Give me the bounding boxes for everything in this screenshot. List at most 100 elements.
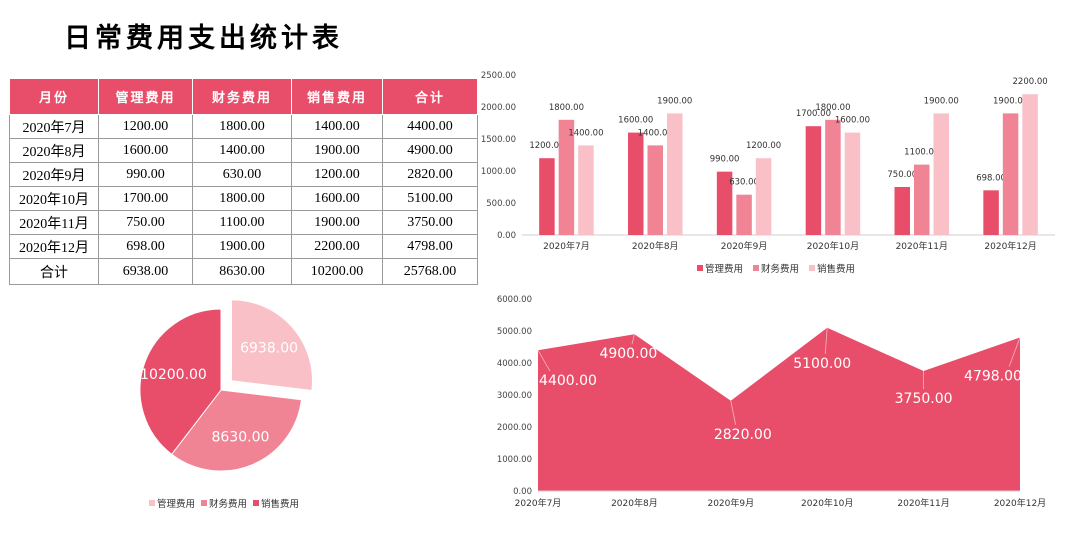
bar-data-label: 1900.00 bbox=[993, 96, 1028, 106]
table-row: 2020年8月 1600.00 1400.00 1900.00 4900.00 bbox=[9, 138, 478, 163]
bar-data-label: 1400.00 bbox=[638, 128, 673, 138]
expense-table: 月份 管理费用 财务费用 销售费用 合计 2020年7月 1200.00 180… bbox=[9, 78, 478, 285]
table-row: 2020年10月 1700.00 1800.00 1600.00 5100.00 bbox=[9, 186, 478, 211]
legend-label: 财务费用 bbox=[209, 498, 247, 510]
table-total-row: 合计 6938.00 8630.00 10200.00 25768.00 bbox=[9, 258, 478, 285]
y-tick-label: 6000.00 bbox=[497, 295, 532, 305]
bar-data-label: 1200.00 bbox=[529, 141, 564, 151]
leader-line bbox=[537, 350, 551, 372]
table-cell: 1400.00 bbox=[192, 138, 292, 163]
table-cell: 4798.00 bbox=[382, 234, 478, 259]
bar bbox=[667, 113, 683, 235]
x-tick-label: 2020年12月 bbox=[984, 240, 1036, 252]
y-tick-label: 1000.00 bbox=[497, 455, 532, 465]
table-row: 2020年11月 750.00 1100.00 1900.00 3750.00 bbox=[9, 210, 478, 235]
legend-swatch bbox=[253, 500, 259, 506]
legend-label: 财务费用 bbox=[761, 263, 799, 275]
bar-data-label: 1800.00 bbox=[815, 103, 850, 113]
bar-data-label: 1900.00 bbox=[657, 96, 692, 106]
table-row: 2020年7月 1200.00 1800.00 1400.00 4400.00 bbox=[9, 114, 478, 139]
bar bbox=[755, 158, 772, 235]
table-cell: 2020年8月 bbox=[9, 138, 99, 163]
table-cell: 10200.00 bbox=[291, 258, 383, 285]
bar-data-label: 1600.00 bbox=[618, 116, 653, 126]
bar-data-label: 630.00 bbox=[729, 178, 759, 188]
table-cell: 630.00 bbox=[192, 162, 292, 187]
legend-label: 销售费用 bbox=[261, 498, 299, 510]
bar bbox=[933, 113, 949, 235]
bar bbox=[825, 119, 841, 235]
x-tick-label: 2020年11月 bbox=[896, 240, 948, 252]
table-cell: 6938.00 bbox=[98, 258, 193, 285]
table-cell: 1200.00 bbox=[98, 114, 193, 139]
legend-label: 管理费用 bbox=[705, 263, 743, 275]
bar-data-label: 1900.00 bbox=[924, 96, 959, 106]
bar bbox=[558, 119, 575, 235]
table-cell: 1600.00 bbox=[291, 186, 383, 211]
table-cell: 1100.00 bbox=[192, 210, 292, 235]
legend-swatch bbox=[753, 265, 759, 271]
area-chart: 0.00 1000.00 2000.00 3000.00 4000.00 5000.00 6… bbox=[497, 295, 1046, 509]
table-header-row: 月份 管理费用 财务费用 销售费用 合计 bbox=[9, 78, 478, 115]
table-cell: 1900.00 bbox=[291, 138, 383, 163]
bar bbox=[647, 145, 663, 235]
bar-data-label: 1100.00 bbox=[904, 148, 939, 158]
area-data-label: 5100.00 bbox=[793, 356, 851, 372]
table-cell: 750.00 bbox=[98, 210, 193, 235]
page-title: 日常费用支出统计表 bbox=[64, 23, 343, 54]
leader-line bbox=[824, 327, 828, 354]
x-tick-label: 2020年9月 bbox=[707, 497, 754, 509]
table-cell: 1400.00 bbox=[291, 114, 383, 139]
legend-swatch bbox=[697, 265, 703, 271]
leader-line bbox=[730, 400, 736, 425]
legend-swatch bbox=[201, 500, 207, 506]
x-tick-label: 2020年8月 bbox=[632, 240, 679, 252]
table-cell: 2020年11月 bbox=[9, 210, 99, 235]
table-cell: 8630.00 bbox=[192, 258, 292, 285]
bar-chart: 0.00 500.00 1000.00 1500.00 2000.00 2500.00 20… bbox=[481, 71, 1055, 275]
table-cell: 5100.00 bbox=[382, 186, 478, 211]
bar-data-label: 1600.00 bbox=[835, 116, 870, 126]
bar bbox=[716, 171, 733, 235]
table-cell: 1700.00 bbox=[98, 186, 193, 211]
area-fill bbox=[538, 327, 1020, 491]
bar-data-label: 1200.00 bbox=[746, 141, 781, 151]
bar bbox=[844, 132, 861, 235]
legend-label: 销售费用 bbox=[817, 263, 855, 275]
x-tick-label: 2020年9月 bbox=[721, 240, 768, 252]
bar bbox=[983, 190, 999, 235]
bar bbox=[736, 194, 752, 235]
area-data-label: 4900.00 bbox=[599, 346, 657, 362]
x-tick-label: 2020年12月 bbox=[994, 497, 1046, 509]
x-tick-label: 2020年8月 bbox=[611, 497, 658, 509]
bar bbox=[1002, 113, 1019, 235]
y-tick-label: 2500.00 bbox=[481, 71, 516, 81]
pie-data-label: 10200.00 bbox=[140, 367, 207, 383]
leader-line bbox=[631, 334, 635, 345]
table-cell: 1600.00 bbox=[98, 138, 193, 163]
table-cell: 合计 bbox=[9, 258, 99, 285]
bar bbox=[628, 132, 644, 235]
header-month: 月份 bbox=[9, 78, 99, 115]
bar-data-label: 1400.00 bbox=[568, 128, 603, 138]
pie-slice bbox=[230, 299, 313, 392]
y-tick-label: 2000.00 bbox=[497, 423, 532, 433]
bar bbox=[894, 187, 910, 235]
y-tick-label: 0.00 bbox=[497, 231, 516, 241]
header-mgmt: 管理费用 bbox=[98, 78, 193, 115]
area-data-label: 4798.00 bbox=[964, 368, 1022, 384]
y-tick-label: 0.00 bbox=[513, 487, 532, 497]
bar-data-label: 1800.00 bbox=[549, 103, 584, 113]
pie-chart: 6938.00 8630.00 10200.00 管理费用 财务费用 销售费用 bbox=[139, 299, 313, 510]
area-data-label: 2820.00 bbox=[714, 427, 772, 443]
y-tick-label: 1500.00 bbox=[481, 135, 516, 145]
y-tick-label: 2000.00 bbox=[481, 103, 516, 113]
table-cell: 1900.00 bbox=[192, 234, 292, 259]
x-tick-label: 2020年10月 bbox=[801, 497, 853, 509]
table-cell: 3750.00 bbox=[382, 210, 478, 235]
x-tick-label: 2020年10月 bbox=[807, 240, 859, 252]
x-tick-label: 2020年7月 bbox=[515, 497, 562, 509]
bar-data-label: 2200.00 bbox=[1013, 77, 1048, 87]
y-tick-label: 4000.00 bbox=[497, 359, 532, 369]
